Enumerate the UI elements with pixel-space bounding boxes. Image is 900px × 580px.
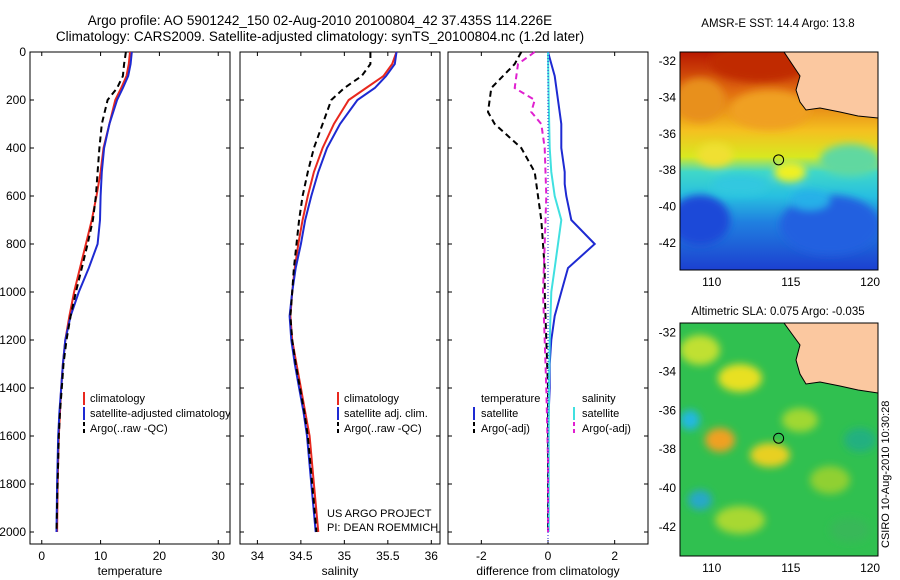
x-tick-label: 34.5 xyxy=(289,549,313,563)
temperature-xlabel: temperature xyxy=(98,564,163,578)
series-line-argo-raw-qc xyxy=(289,52,372,533)
legend-satellite-adjusted: satellite-adjusted climatology xyxy=(90,408,231,420)
x-tick-label: 35.5 xyxy=(376,549,400,563)
x-tick-label: 2 xyxy=(611,549,618,563)
map-y-tick-label: -40 xyxy=(659,481,677,495)
salinity-xlabel: salinity xyxy=(322,564,359,578)
y-tick-label: 0 xyxy=(19,45,26,59)
y-tick-label: 200 xyxy=(6,93,26,107)
float-position-marker xyxy=(773,154,785,166)
map-x-tick-label: 115 xyxy=(781,275,800,289)
legend-climatology: climatology xyxy=(90,393,146,405)
map-y-tick-label: -38 xyxy=(659,442,677,456)
series-line-temperature-satellite xyxy=(547,51,597,532)
map-y-tick-label: -32 xyxy=(659,54,677,68)
map-x-tick-label: 110 xyxy=(702,275,721,289)
map-x-tick-label: 115 xyxy=(781,561,800,575)
map-y-tick-label: -36 xyxy=(659,403,677,417)
map-y-tick-label: -34 xyxy=(659,365,677,379)
pi-annotation: PI: DEAN ROEMMICH xyxy=(327,522,438,534)
x-tick-label: 34 xyxy=(251,549,265,563)
legend-argo: Argo(..raw -QC) xyxy=(90,423,168,435)
figure-title-line2: Climatology: CARS2009. Satellite-adjuste… xyxy=(55,29,585,44)
series-line-salinity-satellite xyxy=(547,51,563,532)
legend-sal-argo: Argo(-adj) xyxy=(582,423,631,435)
map-y-tick-label: -38 xyxy=(659,163,677,177)
map-y-tick-label: -42 xyxy=(659,236,677,250)
series-line-argo-raw-qc xyxy=(55,51,127,533)
figure-title-line1: Argo profile: AO 5901242_150 02-Aug-2010… xyxy=(87,13,553,28)
map-y-tick-label: -42 xyxy=(659,520,677,534)
x-tick-label: 10 xyxy=(94,549,108,563)
difference-legend: temperature satellite Argo(-adj) salinit… xyxy=(473,393,631,435)
profile-lines xyxy=(55,51,597,533)
x-tick-label: 20 xyxy=(153,549,167,563)
credit-stamp: CSIRO 10-Aug-2010 10:30:28 xyxy=(880,400,892,548)
map-y-tick-label: -40 xyxy=(659,199,677,213)
map-x-tick-label: 120 xyxy=(860,275,880,289)
y-tick-label: 1800 xyxy=(0,477,26,491)
sla-map-frame xyxy=(679,322,879,557)
legend-sal-satellite: satellite xyxy=(582,408,619,420)
legend-heading-salinity: salinity xyxy=(582,393,616,405)
float-position-marker xyxy=(773,432,785,444)
map-y-tick-label: -34 xyxy=(659,90,677,104)
map-y-tick-label: -36 xyxy=(659,127,677,141)
difference-xlabel: difference from climatology xyxy=(476,564,619,578)
y-tick-label: 1600 xyxy=(0,429,26,443)
temperature-axes xyxy=(29,51,231,545)
legend-climatology: climatology xyxy=(344,393,400,405)
series-line-salinity-argo-adj xyxy=(513,51,549,532)
legend-argo: Argo(..raw -QC) xyxy=(344,423,422,435)
salinity-axes xyxy=(239,51,441,545)
x-tick-label: 0 xyxy=(545,549,552,563)
series-line-climatology xyxy=(289,51,398,533)
x-tick-label: 35 xyxy=(338,549,352,563)
series-line-temperature-argo-adj xyxy=(486,51,549,532)
salinity-legend: climatology satellite adj. clim. Argo(..… xyxy=(327,392,438,534)
series-line-climatology xyxy=(56,51,131,533)
series-line-satellite-adjusted-climatology xyxy=(55,51,133,533)
series-line-satellite-adj-clim xyxy=(288,51,398,533)
map-y-tick-label: -32 xyxy=(659,326,677,340)
y-tick-label: 400 xyxy=(6,141,26,155)
sla-map xyxy=(680,323,878,556)
y-tick-label: 1400 xyxy=(0,381,26,395)
y-tick-label: 1200 xyxy=(0,333,26,347)
x-tick-label: 36 xyxy=(425,549,439,563)
y-tick-label: 2000 xyxy=(0,525,26,539)
legend-heading-temperature: temperature xyxy=(481,393,540,405)
sla-map-title: Altimetric SLA: 0.075 Argo: -0.035 xyxy=(691,306,864,318)
y-tick-label: 800 xyxy=(6,237,26,251)
project-annotation: US ARGO PROJECT xyxy=(327,508,432,520)
x-tick-label: 0 xyxy=(38,549,45,563)
legend-satellite-adj: satellite adj. clim. xyxy=(344,408,428,420)
temperature-legend: climatology satellite-adjusted climatolo… xyxy=(83,392,231,435)
x-tick-label: -2 xyxy=(476,549,487,563)
x-tick-label: 30 xyxy=(212,549,226,563)
sst-map-title: AMSR-E SST: 14.4 Argo: 13.8 xyxy=(701,18,854,30)
legend-temp-argo: Argo(-adj) xyxy=(481,423,530,435)
axis-ticks: 0 10 20 30020040060080010001200140016001800… xyxy=(0,45,880,575)
sst-map-frame xyxy=(679,51,879,271)
sst-map xyxy=(680,52,878,270)
y-tick-label: 600 xyxy=(6,189,26,203)
map-x-tick-label: 110 xyxy=(702,561,721,575)
legend-temp-satellite: satellite xyxy=(481,408,518,420)
map-x-tick-label: 120 xyxy=(860,561,880,575)
y-tick-label: 1000 xyxy=(0,285,26,299)
